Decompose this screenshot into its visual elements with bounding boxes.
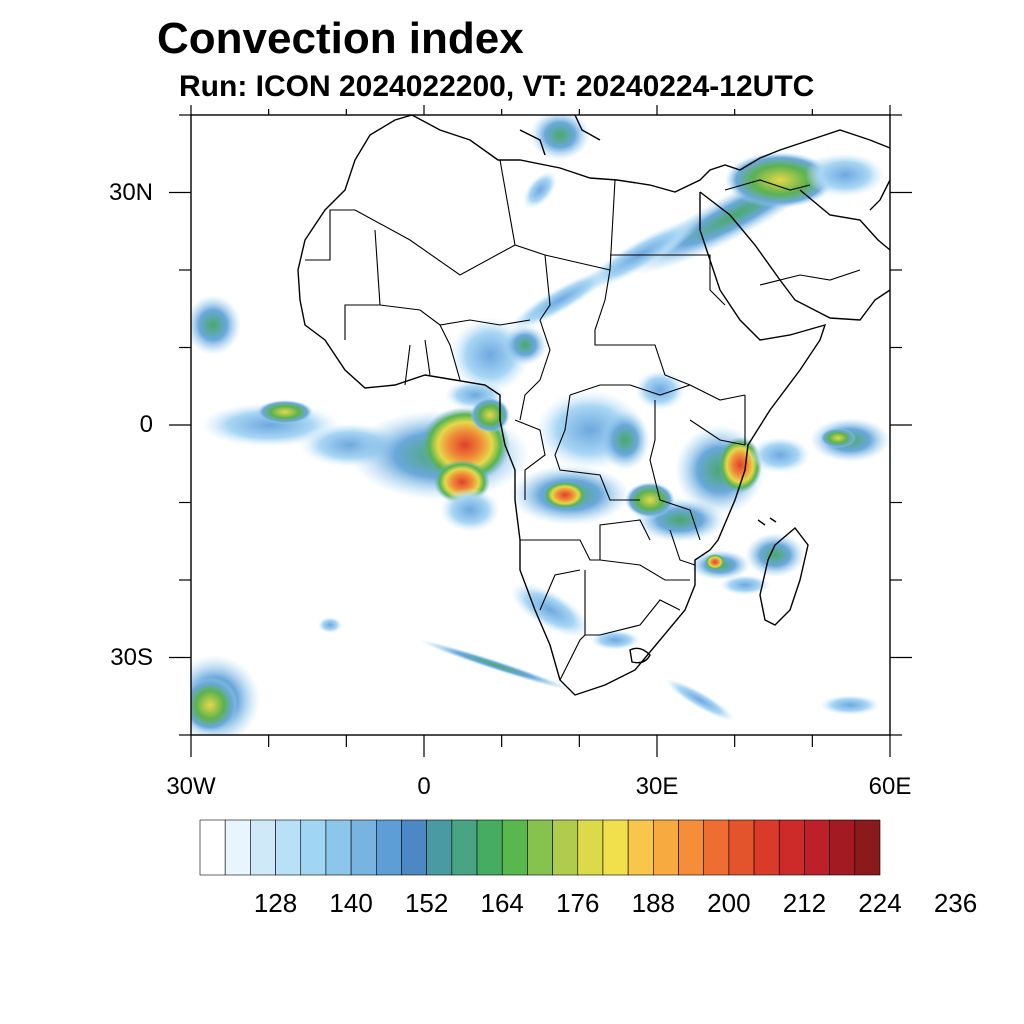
- colorbar-swatch: [275, 819, 302, 876]
- colorbar-swatch: [325, 819, 352, 876]
- colorbar-label: 176: [556, 888, 600, 918]
- colorbar-swatch: [300, 819, 327, 876]
- colorbar-swatch: [703, 819, 730, 876]
- chart-subtitle: Run: ICON 2024022200, VT: 20240224-12UTC: [179, 70, 815, 103]
- colorbar-label: 152: [404, 888, 449, 918]
- colorbar-swatch: [375, 819, 402, 876]
- lat-label: 30N: [108, 178, 153, 206]
- chart-title: Convection index: [157, 14, 524, 63]
- lat-label: 0: [139, 411, 153, 438]
- colorbar-label: 140: [329, 888, 373, 918]
- colorbar-label: 236: [933, 888, 978, 918]
- colorbar-swatch: [501, 819, 528, 876]
- colorbar-swatch: [224, 819, 251, 876]
- lon-label: 30E: [635, 773, 679, 800]
- colorbar-swatch: [728, 819, 755, 876]
- colorbar-swatch: [627, 819, 654, 876]
- colorbar-swatch: [401, 819, 427, 876]
- colorbar-label: 200: [707, 888, 751, 918]
- colorbar-label: 164: [480, 888, 524, 918]
- lon-label: 0: [417, 773, 431, 800]
- lon-label: 60E: [868, 773, 912, 800]
- colorbar-swatch: [350, 819, 377, 876]
- colorbar-swatch: [602, 819, 629, 876]
- colorbar-swatch: [250, 819, 276, 876]
- colorbar-label: 224: [858, 888, 902, 918]
- colorbar-swatch: [804, 819, 830, 876]
- colorbar-swatch: [753, 819, 780, 876]
- colorbar-swatch: [653, 819, 679, 876]
- colorbar-swatch: [199, 819, 226, 876]
- colorbar-swatch: [476, 819, 503, 876]
- colorbar-swatch: [527, 819, 553, 876]
- colorbar-swatch: [854, 819, 881, 876]
- country-borders: [305, 159, 861, 681]
- colorbar-swatch: [426, 819, 453, 876]
- coastlines: [297, 115, 890, 696]
- colorbar-swatch: [829, 819, 856, 876]
- lon-label: 30W: [166, 773, 216, 800]
- colorbar-swatch: [577, 819, 604, 876]
- colorbar-swatch: [451, 819, 478, 876]
- convection-field: [191, 115, 890, 735]
- colorbar-label: 128: [253, 888, 298, 918]
- colorbar-swatch: [678, 819, 705, 876]
- colorbar-swatch: [778, 819, 805, 876]
- colorbar-swatch: [552, 819, 579, 876]
- axis-ticks: [169, 105, 912, 757]
- colorbar-label: 212: [782, 888, 827, 918]
- lat-label: 30S: [110, 643, 153, 671]
- colorbar-label: 188: [631, 888, 676, 918]
